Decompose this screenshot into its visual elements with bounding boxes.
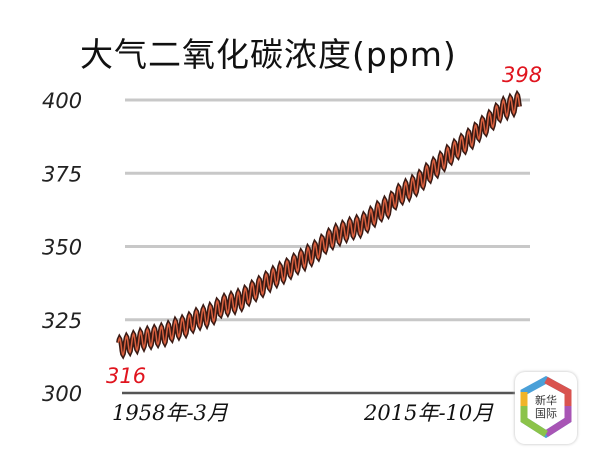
- y-tick-label-400: 400: [42, 89, 82, 113]
- logo-text-2: 国际: [535, 407, 557, 420]
- y-tick-label-350: 350: [42, 236, 82, 260]
- y-tick-label-325: 325: [42, 309, 82, 333]
- xinhua-logo: 新华 国际: [515, 372, 577, 444]
- chart-title: 大气二氧化碳浓度(ppm): [80, 35, 457, 74]
- annotation-start-value: 316: [106, 364, 146, 388]
- hexagon-ring-icon: [520, 376, 572, 439]
- y-tick-label-375: 375: [42, 162, 82, 186]
- y-tick-label-300: 300: [42, 382, 82, 406]
- annotation-end-value: 398: [502, 63, 542, 87]
- x-tick-label-start: 1958年-3月: [112, 401, 229, 425]
- x-tick-label-end: 2015年-10月: [363, 401, 494, 425]
- co2-series-line-shadow: [116, 89, 522, 360]
- logo-text-1: 新华: [535, 394, 557, 407]
- co2-series-line: [117, 92, 521, 357]
